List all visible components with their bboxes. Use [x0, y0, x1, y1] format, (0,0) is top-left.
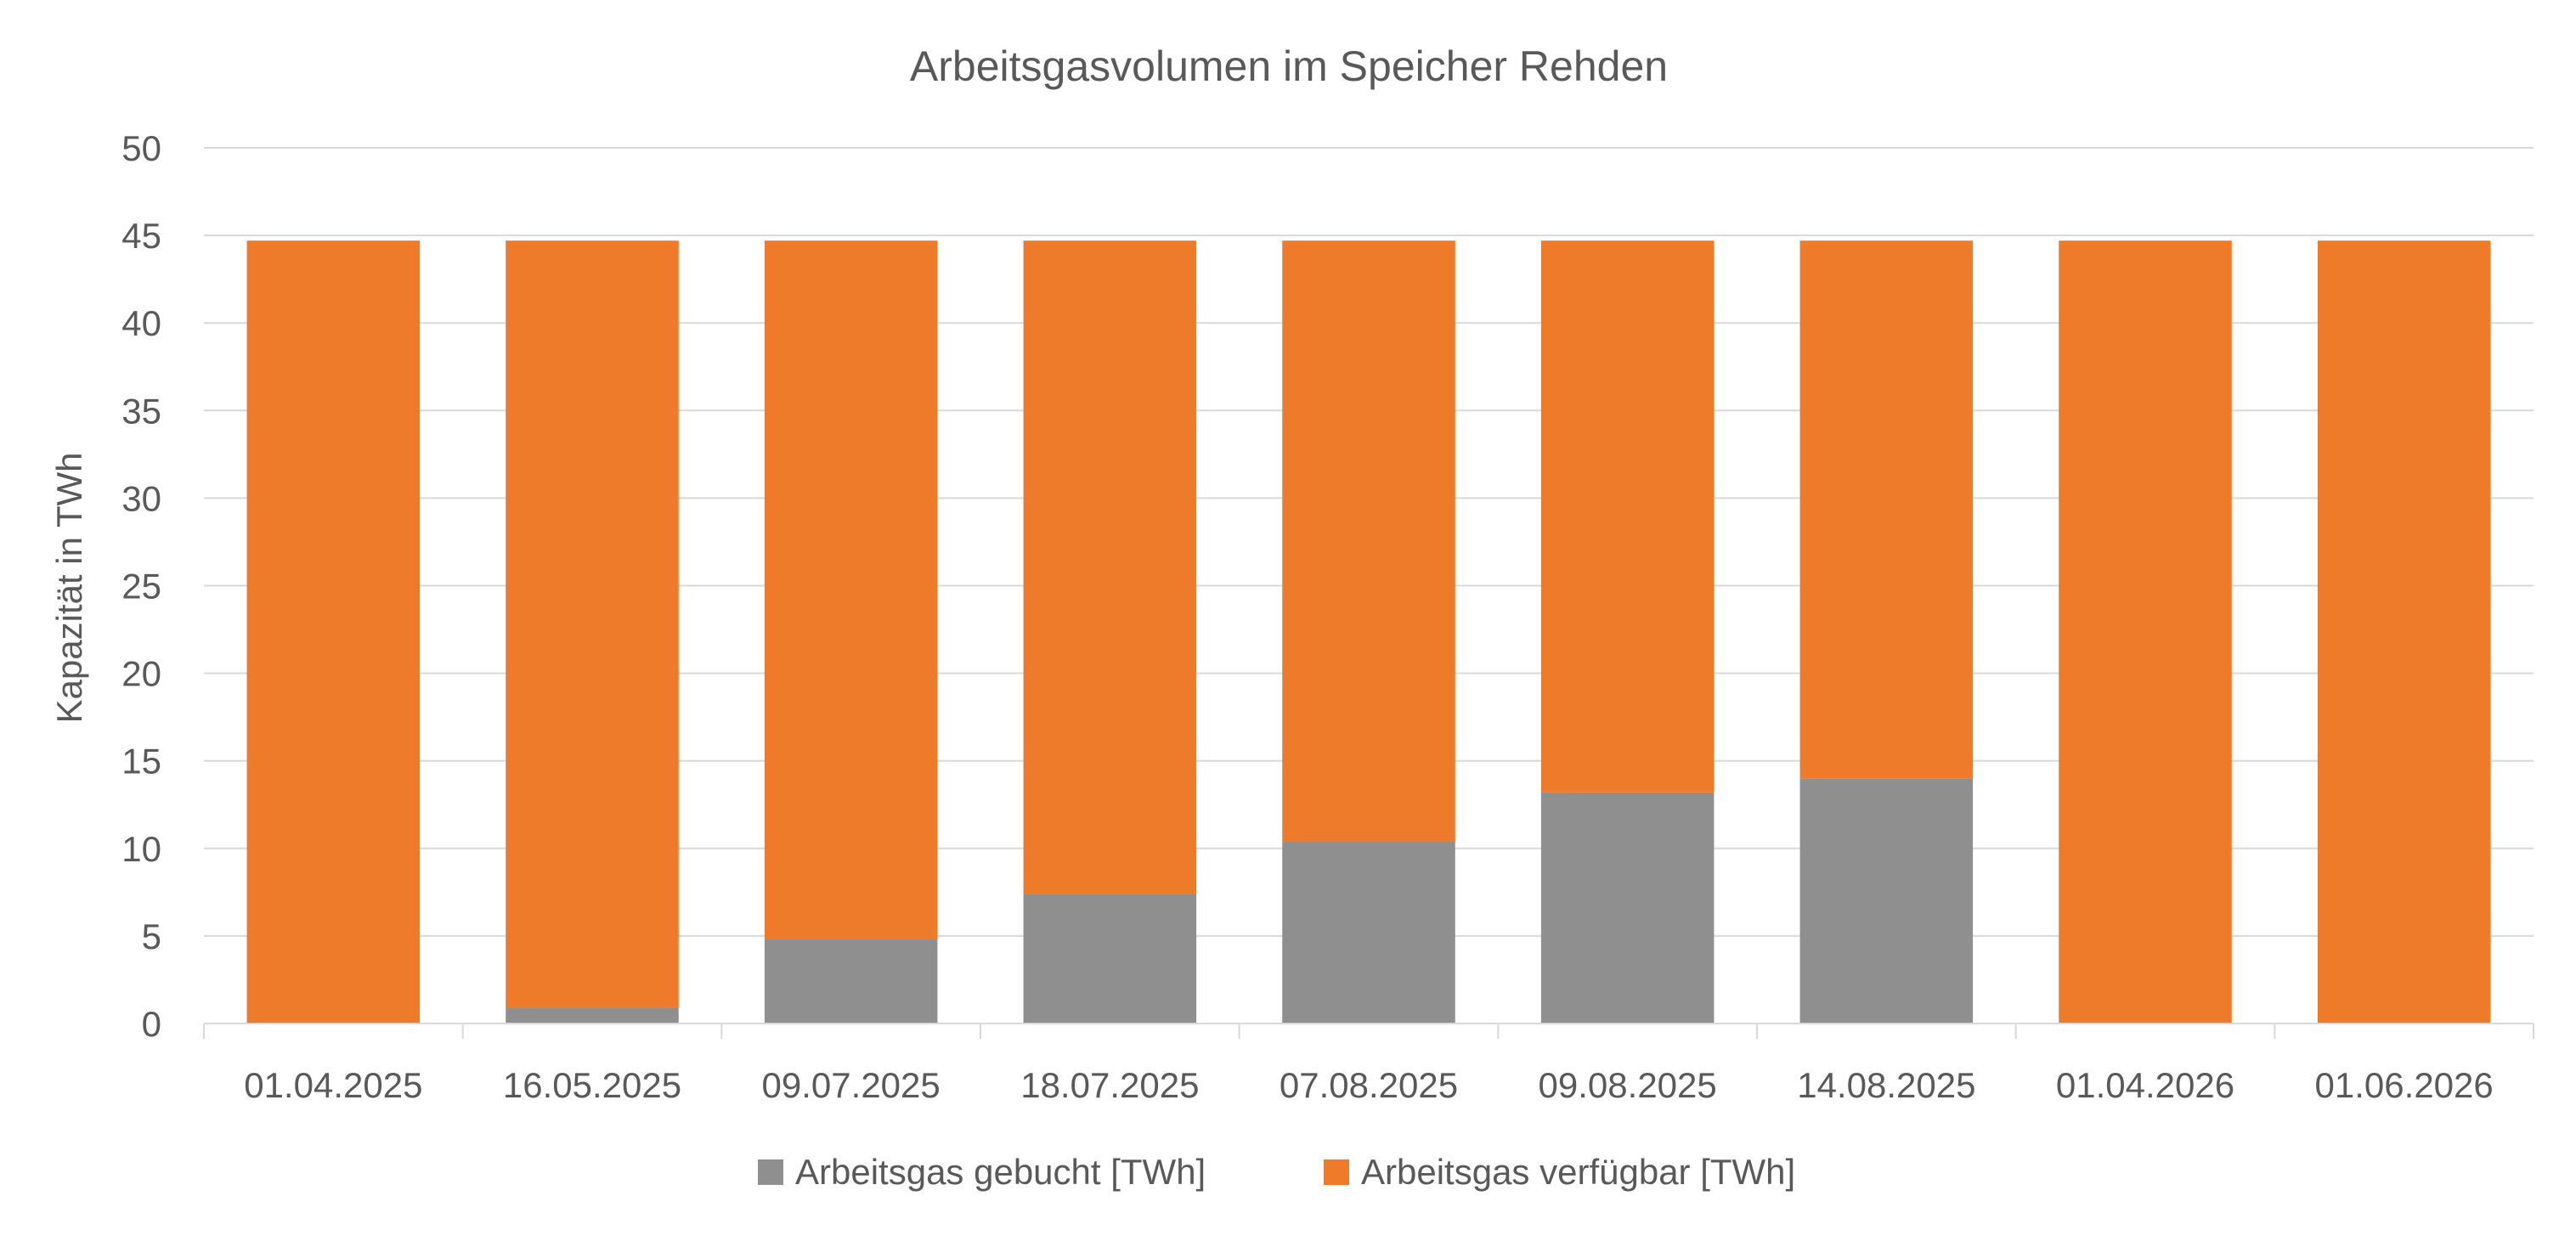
y-tick-label: 25 — [121, 567, 161, 606]
y-tick-label: 20 — [121, 654, 161, 694]
y-axis-label: Kapazität in TWh — [49, 452, 89, 723]
legend-label: Arbeitsgas gebucht [TWh] — [795, 1152, 1206, 1192]
bar-segment-verfuegbar — [506, 240, 679, 1008]
y-tick-label: 45 — [121, 216, 161, 256]
x-tick-label: 09.08.2025 — [1539, 1065, 1717, 1105]
bar-segment-gebucht — [1540, 792, 1715, 1024]
x-tick-label: 14.08.2025 — [1797, 1065, 1975, 1105]
bar-segment-verfuegbar — [764, 240, 938, 940]
legend-item: Arbeitsgas verfügbar [TWh] — [1324, 1152, 1795, 1192]
bar-segment-verfuegbar — [1282, 240, 1455, 842]
x-tick-label: 07.08.2025 — [1280, 1065, 1458, 1105]
legend-swatch — [758, 1159, 783, 1185]
y-axis-ticks: 0 5 10 15 20 25 30 35 40 45 50 — [121, 128, 161, 1044]
y-tick-label: 50 — [121, 128, 161, 168]
y-tick-label: 30 — [121, 478, 161, 518]
chart-title: Arbeitsgasvolumen im Speicher Rehden — [910, 42, 1668, 90]
x-tick-label: 01.04.2026 — [2056, 1065, 2234, 1105]
y-tick-label: 0 — [142, 1004, 161, 1044]
bar-segment-gebucht — [506, 1007, 679, 1024]
bar-segment-gebucht — [1282, 841, 1455, 1024]
x-tick-label: 09.07.2025 — [762, 1065, 941, 1105]
x-tick-label: 16.05.2025 — [503, 1065, 681, 1105]
legend-item: Arbeitsgas gebucht [TWh] — [758, 1152, 1206, 1192]
x-tick-label: 01.04.2025 — [244, 1065, 422, 1105]
bar-segment-verfuegbar — [2317, 240, 2491, 1024]
y-tick-label: 15 — [121, 742, 161, 781]
bars — [246, 240, 2491, 1024]
legend-swatch — [1324, 1159, 1349, 1185]
bar-segment-verfuegbar — [1540, 240, 1715, 793]
legend: Arbeitsgas gebucht [TWh] Arbeitsgas verfü… — [758, 1152, 1795, 1192]
bar-segment-gebucht — [764, 939, 938, 1024]
bar-segment-gebucht — [1799, 778, 1974, 1024]
legend-label: Arbeitsgas verfügbar [TWh] — [1361, 1152, 1795, 1192]
bar-segment-verfuegbar — [246, 240, 421, 1024]
bar-segment-gebucht — [1023, 894, 1197, 1024]
x-axis — [203, 1023, 2534, 1039]
y-tick-label: 35 — [121, 391, 161, 431]
y-tick-label: 40 — [121, 303, 161, 343]
x-tick-label: 01.06.2026 — [2315, 1065, 2494, 1105]
x-tick-label: 18.07.2025 — [1020, 1065, 1199, 1105]
bar-segment-verfuegbar — [2059, 240, 2232, 1024]
bar-segment-verfuegbar — [1799, 240, 1974, 779]
bar-segment-verfuegbar — [1023, 240, 1197, 894]
y-tick-label: 5 — [142, 917, 161, 956]
x-axis-tick-labels: 01.04.2025 16.05.2025 09.07.2025 18.07.2025… — [244, 1065, 2494, 1105]
y-tick-label: 10 — [121, 829, 161, 869]
